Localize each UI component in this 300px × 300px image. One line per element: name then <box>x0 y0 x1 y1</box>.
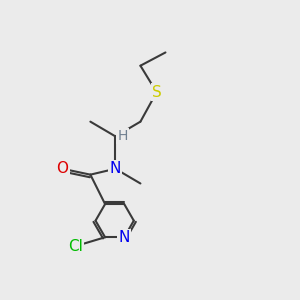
Text: H: H <box>118 129 128 143</box>
Text: O: O <box>56 161 68 176</box>
Text: N: N <box>110 161 121 176</box>
Text: N: N <box>118 230 130 245</box>
Text: S: S <box>152 85 161 100</box>
Text: Cl: Cl <box>68 238 83 253</box>
